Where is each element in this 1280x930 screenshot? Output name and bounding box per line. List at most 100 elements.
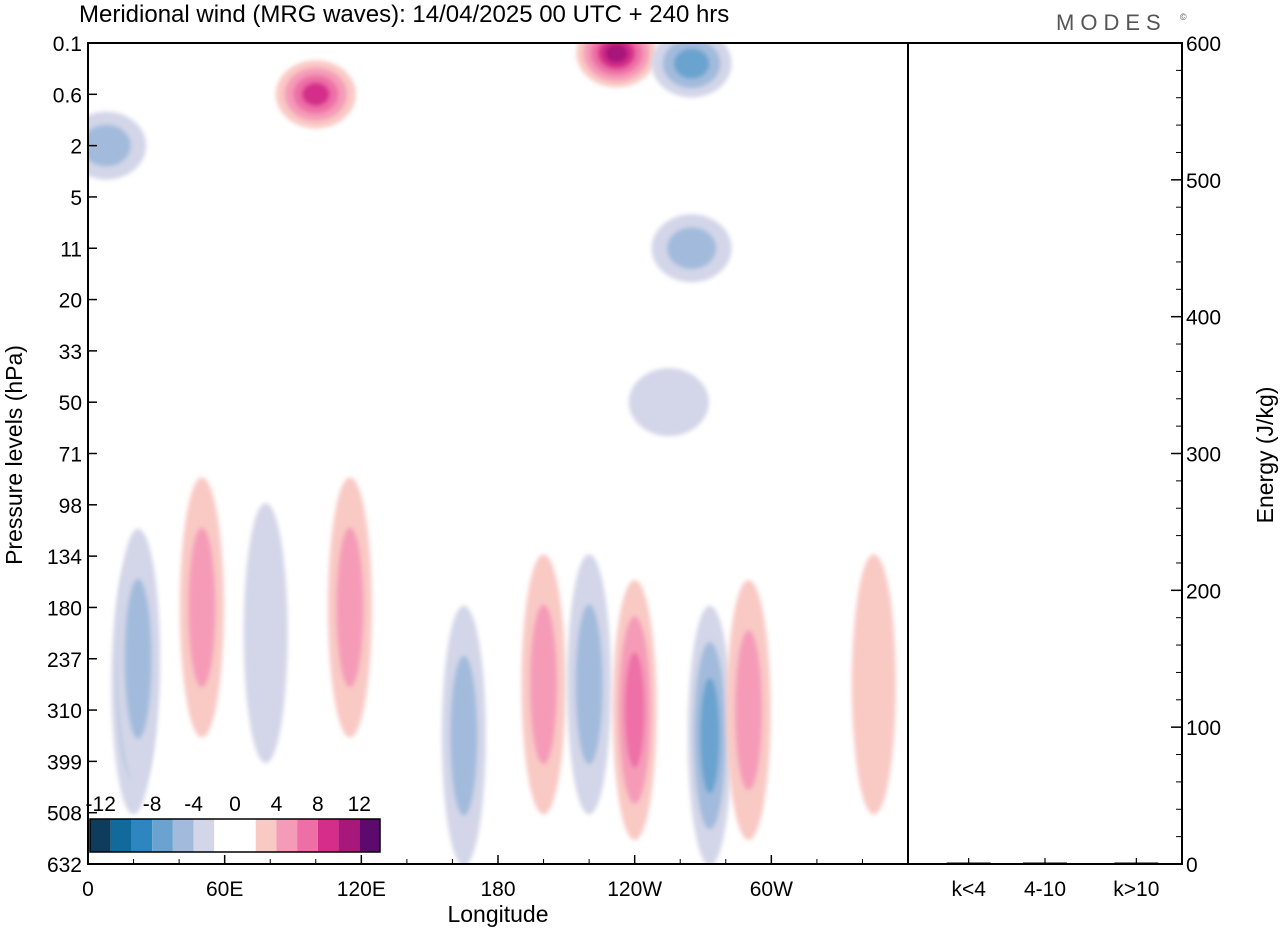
energy-tick-label: 600 <box>1186 33 1221 56</box>
y-tick-label: 71 <box>59 444 82 467</box>
contour-group <box>576 43 657 88</box>
contour-group <box>628 368 709 437</box>
y-tick-label: 50 <box>59 392 82 415</box>
energy-tick-label: 200 <box>1186 580 1221 603</box>
contour-level <box>301 82 330 107</box>
energy-category-label: 4-10 <box>1024 878 1066 901</box>
contour-level <box>188 527 216 688</box>
contour-group <box>327 477 372 738</box>
y-tick-label: 134 <box>47 546 82 569</box>
y-axis-label: Pressure levels (hPa) <box>1 345 27 565</box>
contour-group <box>651 43 732 98</box>
x-axis: 0 60E 120E 180 120W 60W <box>82 855 863 901</box>
contour-level <box>336 527 364 688</box>
energy-axis: 0 100 200 300 400 500 600 <box>1171 33 1221 877</box>
energy-tick-label: 400 <box>1186 307 1221 330</box>
contour-level <box>851 554 896 815</box>
colorbar-swatch <box>359 819 380 852</box>
colorbar-swatch <box>193 819 215 852</box>
colorbar-swatch <box>317 819 339 852</box>
contour-level <box>673 48 710 79</box>
colorbar-label: -12 <box>86 793 116 816</box>
contour-group <box>567 554 612 815</box>
colorbar-label: 4 <box>271 793 283 816</box>
energy-bar <box>1114 862 1159 864</box>
brand-mark: © <box>1180 12 1187 22</box>
x-axis-label: Longitude <box>447 901 548 927</box>
y-tick-label: 0.1 <box>53 33 82 56</box>
y-tick-label: 0.6 <box>53 84 82 107</box>
colorbar-swatch <box>255 819 277 852</box>
x-tick-label: 120W <box>607 878 662 901</box>
contour-level <box>605 43 628 63</box>
colorbar-swatch <box>276 819 298 852</box>
contour-level <box>88 124 131 167</box>
y-tick-label: 399 <box>47 751 82 774</box>
colorbar-swatch <box>110 819 132 852</box>
y-tick-label: 33 <box>59 341 82 364</box>
colorbar-swatch <box>214 819 235 852</box>
colorbar-swatch <box>152 819 173 852</box>
contour-group <box>116 528 161 789</box>
energy-bars <box>946 862 1159 864</box>
colorbar: -12 -8 -4 0 4 8 12 <box>86 793 381 853</box>
contour-group <box>179 477 224 738</box>
colorbar-swatch <box>172 819 194 852</box>
contour-group <box>88 111 147 180</box>
x-tick-label: 60E <box>206 878 243 901</box>
colorbar-swatch <box>338 819 360 852</box>
contour-level <box>628 368 709 437</box>
y-tick-label: 632 <box>47 854 82 877</box>
y-tick-label: 237 <box>47 649 82 672</box>
energy-bar <box>946 862 991 864</box>
y-tick-label: 5 <box>70 187 82 210</box>
contour-group <box>651 214 732 283</box>
colorbar-label: 8 <box>312 793 324 816</box>
contour-group <box>275 60 356 129</box>
chart-title: Meridional wind (MRG waves): 14/04/2025 … <box>79 1 729 28</box>
y-tick-label: 2 <box>70 136 82 159</box>
y-tick-label: 20 <box>59 290 82 313</box>
colorbar-swatch <box>297 819 318 852</box>
contour-group <box>687 605 732 864</box>
contour-level <box>624 652 645 768</box>
x-tick-label: 60W <box>750 878 793 901</box>
contour-group <box>243 503 288 764</box>
contour-group <box>612 580 657 841</box>
energy-tick-label: 100 <box>1186 717 1221 740</box>
energy-category-label: k<4 <box>951 878 986 901</box>
colorbar-swatch <box>90 819 111 852</box>
contour-level <box>450 655 478 816</box>
colorbar-frame <box>89 818 381 853</box>
y-tick-label: 180 <box>47 597 82 620</box>
heatmap-frame <box>87 42 909 865</box>
energy-category-label: k>10 <box>1113 878 1159 901</box>
contour-level <box>124 578 152 739</box>
energy-axis-label: Energy (J/kg) <box>1252 387 1278 524</box>
contour-level <box>735 630 763 791</box>
y-tick-label: 11 <box>60 238 82 261</box>
y-tick-label: 310 <box>47 700 82 723</box>
brand-logo: MODES <box>1056 10 1167 35</box>
contour-group <box>441 605 486 864</box>
contour-level <box>575 604 603 765</box>
y-axis: 0.1 0.6 2 5 11 20 33 50 71 98 134 180 237 310 399 508 63… <box>47 33 97 877</box>
energy-bar <box>1023 862 1067 864</box>
energy-tick-label: 500 <box>1186 170 1221 193</box>
colorbar-swatch <box>131 819 153 852</box>
x-tick-label: 0 <box>82 878 94 901</box>
contour-group <box>521 554 566 815</box>
colorbar-swatch <box>235 819 256 852</box>
colorbar-label: 12 <box>348 793 371 816</box>
contour-level <box>666 227 717 270</box>
colorbar-label: -8 <box>143 793 162 816</box>
colorbar-label: -4 <box>184 793 203 816</box>
contour-level <box>243 503 288 764</box>
y-tick-label: 98 <box>59 495 82 518</box>
heatmap-contours <box>88 43 896 864</box>
contour-level <box>700 677 720 794</box>
x-tick-label: 120E <box>337 878 386 901</box>
contour-group <box>726 580 771 841</box>
x-tick-label: 180 <box>480 878 515 901</box>
